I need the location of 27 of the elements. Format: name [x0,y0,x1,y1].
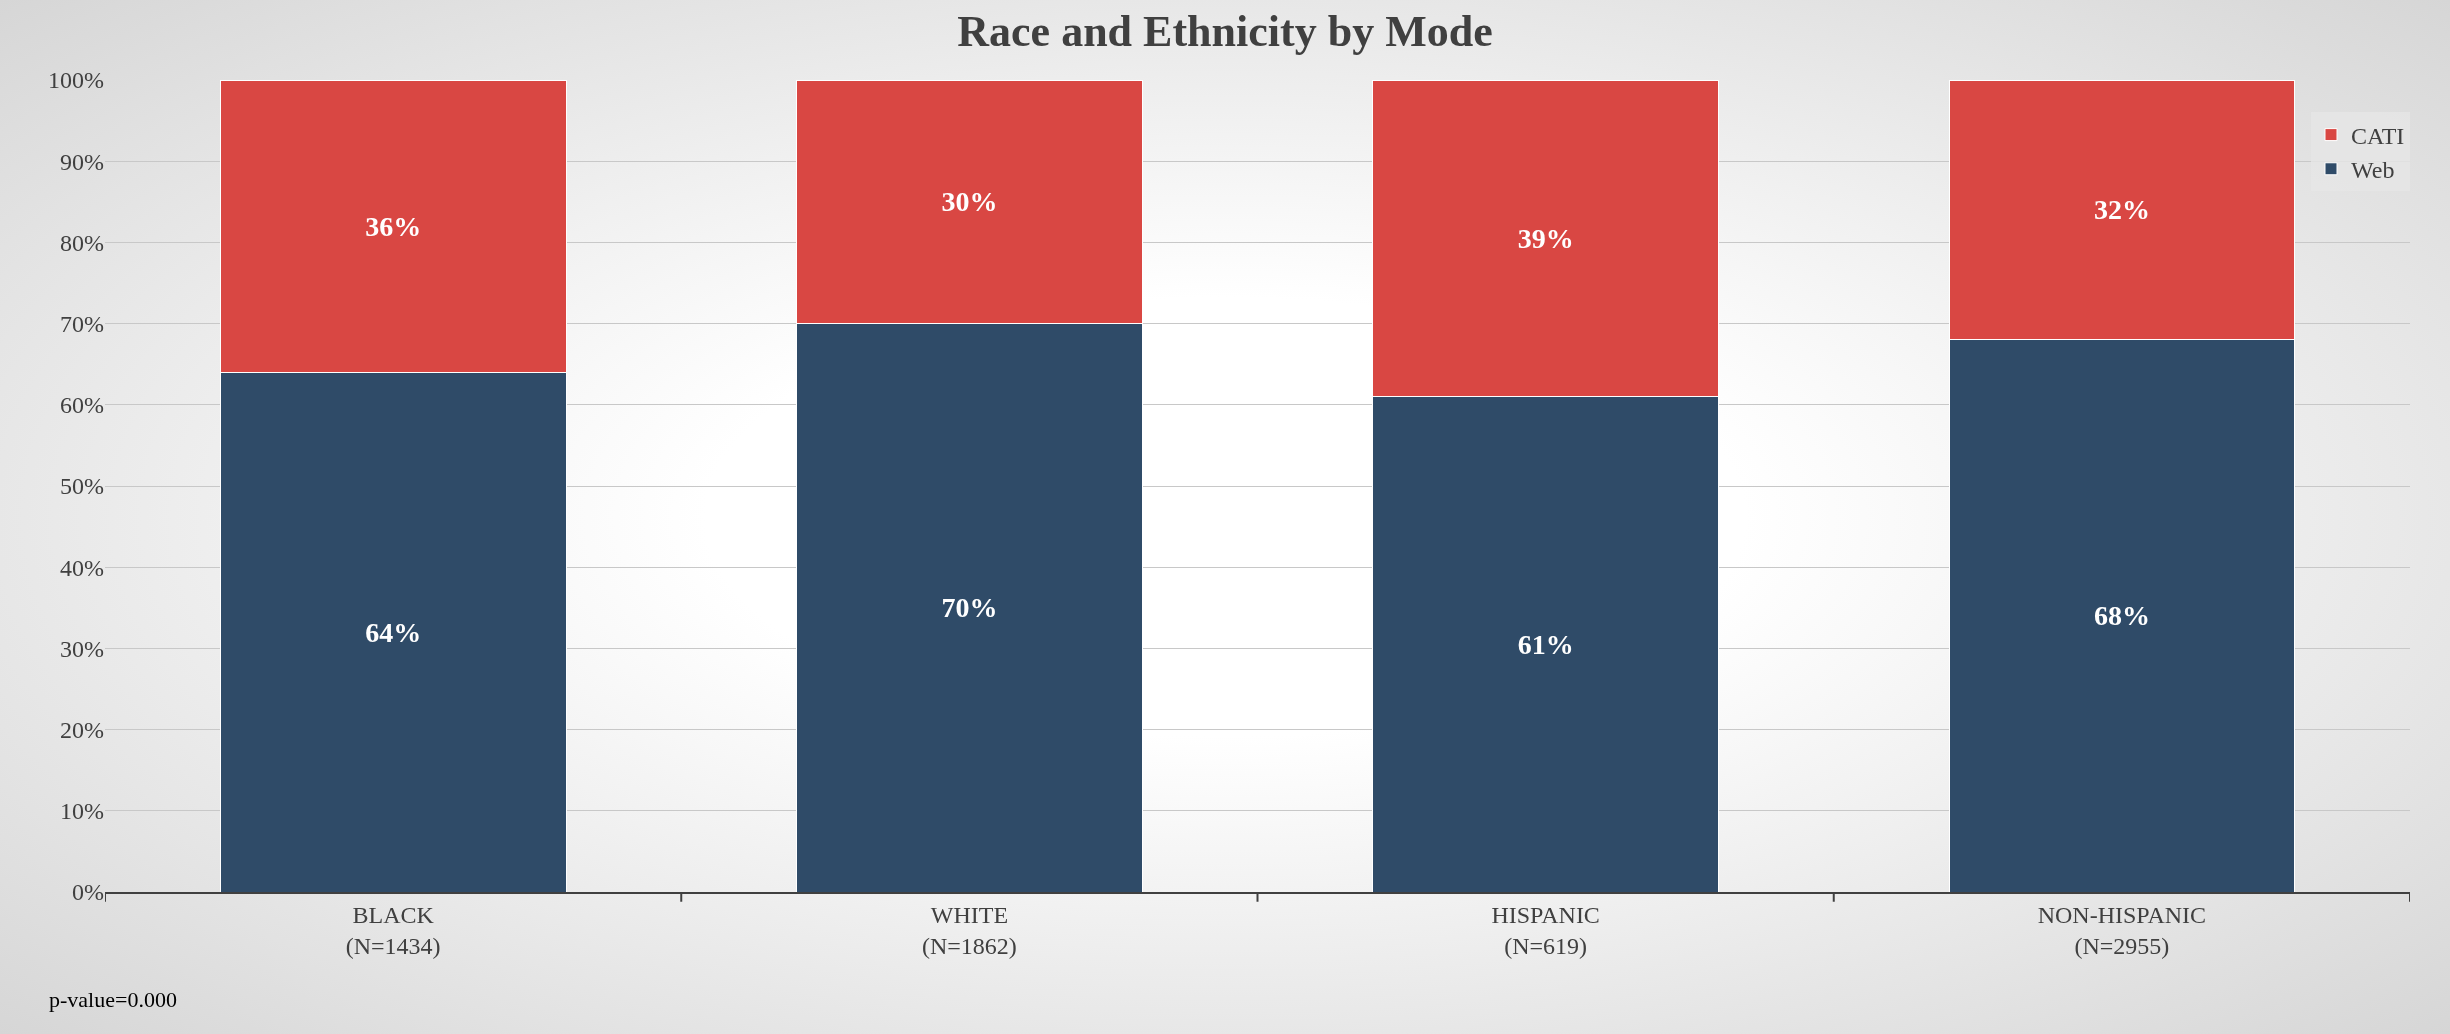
data-label: 36% [365,210,422,242]
data-label: 64% [365,616,422,648]
x-tick-label: WHITE (N=1862) [921,901,1017,959]
data-label: 30% [941,186,998,218]
y-tick-label: 100% [48,67,104,94]
data-label: 68% [2093,600,2150,632]
data-label: 39% [1517,222,1574,254]
y-tick-label: 90% [60,148,104,175]
data-label: 61% [1517,628,1574,660]
y-tick-label: 20% [60,717,104,743]
y-tick-label: 0% [72,879,104,906]
x-tick-label: BLACK (N=1434) [345,901,441,959]
x-tick-label: HISPANIC (N=619) [1491,901,1600,959]
legend-label: CATI [2351,122,2405,149]
y-tick-label: 80% [60,229,104,256]
legend-label: Web [2351,157,2395,184]
text: p-value=0.000 [49,987,177,1012]
y-tick-label: 60% [60,392,104,419]
x-tick-label: NON-HISPANIC (N=2955) [2037,901,2207,959]
y-tick-label: 30% [60,635,104,662]
y-tick-label: 40% [60,554,104,581]
data-label: 32% [2093,194,2150,226]
data-label: 70% [941,592,998,624]
y-tick-label: 50% [60,473,104,500]
chart-title: Race and Ethnicity by Mode [957,7,1493,57]
y-tick-label: 10% [60,798,104,825]
y-tick-label: 70% [60,311,104,337]
